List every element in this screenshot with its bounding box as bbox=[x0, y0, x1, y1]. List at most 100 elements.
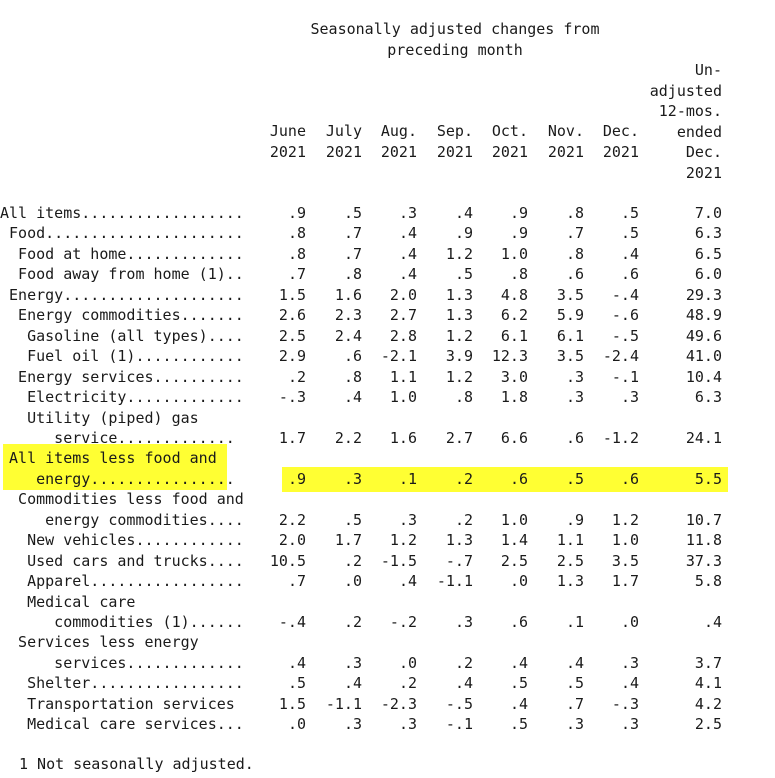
column-header-year: 2021 bbox=[325, 143, 362, 161]
value-cell: 6.0 bbox=[694, 265, 722, 284]
value-cell: .3 bbox=[565, 388, 584, 407]
table-caption-line2: preceding month bbox=[387, 41, 523, 59]
column-header-month: Oct. bbox=[491, 122, 528, 140]
value-cell: 24.1 bbox=[685, 428, 722, 447]
value-cell: .4 bbox=[703, 613, 722, 631]
value-cell: 1.8 bbox=[500, 388, 528, 407]
value-cell: 37.3 bbox=[685, 551, 722, 570]
row-label: All items.................. bbox=[0, 204, 244, 222]
value-cell: 2.0 bbox=[278, 531, 306, 550]
row-label: commodities (1)...... bbox=[0, 613, 244, 631]
value-cell: .0 bbox=[398, 653, 417, 672]
value-cell: .1 bbox=[565, 613, 584, 631]
value-cell: 1.7 bbox=[611, 572, 639, 591]
value-cell: .6 bbox=[620, 265, 639, 284]
value-cell: 1.2 bbox=[445, 326, 473, 345]
value-cell: .6 bbox=[620, 469, 639, 488]
row-label: Medical care services... bbox=[0, 715, 244, 734]
value-cell: 1.6 bbox=[389, 428, 417, 447]
value-cell: 4.8 bbox=[500, 285, 528, 304]
value-cell: .9 bbox=[287, 204, 306, 222]
row-label: services............. bbox=[0, 653, 244, 672]
value-cell: .4 bbox=[398, 572, 417, 591]
value-cell: .0 bbox=[509, 572, 528, 591]
row-label: Electricity............. bbox=[0, 388, 244, 407]
unadjusted-header-line: ended bbox=[676, 122, 722, 141]
row-label: Used cars and trucks.... bbox=[0, 551, 244, 570]
row-label: Transportation services bbox=[0, 694, 244, 713]
value-cell: .5 bbox=[343, 204, 362, 222]
value-cell: 3.0 bbox=[500, 367, 528, 386]
value-cell: .3 bbox=[398, 204, 417, 222]
value-cell: 1.3 bbox=[445, 531, 473, 550]
value-cell: -.2 bbox=[389, 613, 417, 631]
value-cell: 1.3 bbox=[556, 572, 584, 591]
value-cell: -.5 bbox=[611, 326, 639, 345]
column-header-month: June bbox=[269, 122, 306, 140]
value-cell: .3 bbox=[565, 367, 584, 386]
value-cell: .9 bbox=[509, 224, 528, 243]
column-header-year: 2021 bbox=[491, 143, 528, 161]
value-cell: -.6 bbox=[611, 306, 639, 325]
column-header-year: 2021 bbox=[547, 143, 584, 161]
value-cell: .2 bbox=[343, 551, 362, 570]
value-cell: .3 bbox=[398, 715, 417, 734]
value-cell: .3 bbox=[620, 388, 639, 407]
value-cell: 1.7 bbox=[278, 428, 306, 447]
value-cell: 48.9 bbox=[685, 306, 722, 325]
value-cell: .8 bbox=[565, 244, 584, 263]
value-cell: 49.6 bbox=[685, 326, 722, 345]
value-cell: .7 bbox=[343, 244, 362, 263]
row-label: Medical care bbox=[0, 592, 136, 611]
value-cell: 3.5 bbox=[556, 285, 584, 304]
value-cell: .8 bbox=[287, 244, 306, 263]
value-cell: 3.9 bbox=[445, 347, 473, 366]
column-header-month: Dec. bbox=[602, 122, 639, 140]
row-label: Energy commodities....... bbox=[0, 306, 244, 325]
value-cell: .3 bbox=[398, 510, 417, 529]
value-cell: 2.2 bbox=[334, 428, 362, 447]
value-cell: .5 bbox=[620, 204, 639, 222]
value-cell: .1 bbox=[398, 469, 417, 488]
row-label: energy................ bbox=[0, 469, 235, 488]
value-cell: 2.7 bbox=[389, 306, 417, 325]
value-cell: -.7 bbox=[445, 551, 473, 570]
value-cell: .4 bbox=[398, 244, 417, 263]
column-header-year: 2021 bbox=[380, 143, 417, 161]
value-cell: -2.1 bbox=[380, 347, 417, 366]
row-label: Gasoline (all types).... bbox=[0, 326, 244, 345]
value-cell: 1.2 bbox=[445, 367, 473, 386]
value-cell: 1.3 bbox=[445, 306, 473, 325]
value-cell: .4 bbox=[343, 674, 362, 693]
column-header-month: Sep. bbox=[436, 122, 473, 140]
value-cell: .4 bbox=[287, 653, 306, 672]
value-cell: .7 bbox=[565, 694, 584, 713]
highlight-values bbox=[282, 467, 728, 492]
value-cell: .8 bbox=[565, 204, 584, 222]
column-header-year: 2021 bbox=[436, 143, 473, 161]
value-cell: 6.1 bbox=[556, 326, 584, 345]
value-cell: 2.7 bbox=[445, 428, 473, 447]
value-cell: 1.1 bbox=[556, 531, 584, 550]
row-label: Commodities less food and bbox=[0, 490, 244, 509]
value-cell: 10.4 bbox=[685, 367, 722, 386]
table-caption-line1: Seasonally adjusted changes from bbox=[310, 20, 600, 38]
row-label: Food...................... bbox=[0, 224, 244, 243]
value-cell: -.4 bbox=[278, 613, 306, 631]
value-cell: -.1 bbox=[611, 367, 639, 386]
value-cell: .3 bbox=[343, 469, 362, 488]
value-cell: .8 bbox=[343, 265, 362, 284]
value-cell: 1.5 bbox=[278, 694, 306, 713]
value-cell: 4.1 bbox=[694, 674, 722, 693]
value-cell: .3 bbox=[565, 715, 584, 734]
value-cell: 1.0 bbox=[611, 531, 639, 550]
value-cell: 2.6 bbox=[278, 306, 306, 325]
value-cell: .6 bbox=[509, 613, 528, 631]
row-label: New vehicles............ bbox=[0, 531, 244, 550]
value-cell: .4 bbox=[509, 694, 528, 713]
row-label: All items less food and bbox=[0, 449, 217, 468]
value-cell: 12.3 bbox=[491, 347, 528, 366]
value-cell: .6 bbox=[509, 469, 528, 488]
value-cell: 1.5 bbox=[278, 285, 306, 304]
